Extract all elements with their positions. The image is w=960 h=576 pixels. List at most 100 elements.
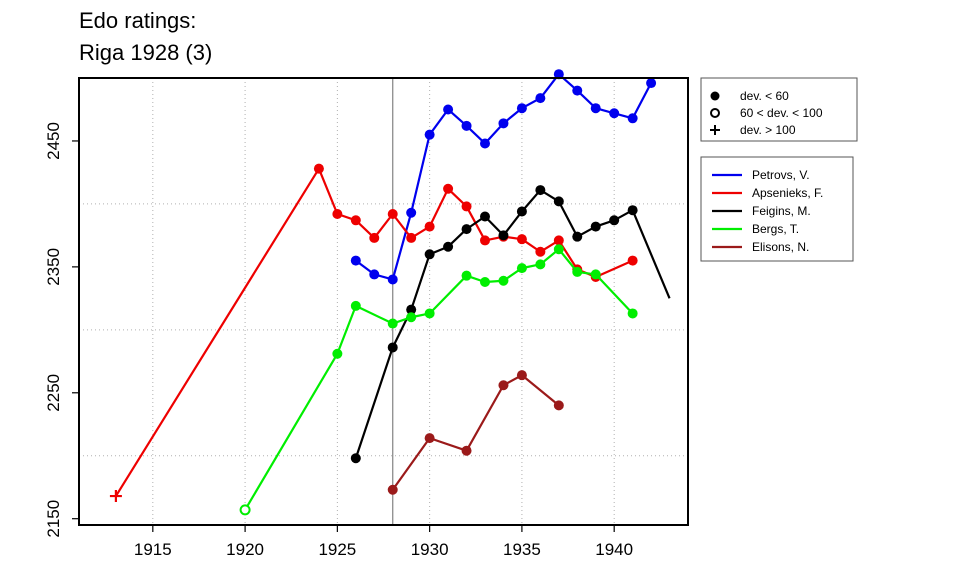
data-point bbox=[387, 274, 398, 285]
marker-legend-box bbox=[700, 77, 858, 142]
data-point bbox=[350, 453, 361, 464]
plot-frame bbox=[78, 77, 689, 526]
series-line bbox=[391, 374, 560, 491]
data-point bbox=[406, 207, 417, 218]
data-point bbox=[553, 196, 564, 207]
data-point bbox=[516, 263, 527, 274]
data-point bbox=[461, 201, 472, 212]
data-point bbox=[572, 231, 583, 242]
data-point bbox=[443, 183, 454, 194]
y-tick-label: 2450 bbox=[44, 122, 63, 160]
series-legend-label: Feigins, M. bbox=[752, 204, 811, 218]
data-point bbox=[461, 445, 472, 456]
data-point bbox=[590, 221, 601, 232]
chart-title-line-2: Riga 1928 (3) bbox=[79, 40, 213, 65]
data-point bbox=[424, 433, 435, 444]
data-point bbox=[350, 215, 361, 226]
data-point bbox=[646, 78, 657, 89]
y-tick-label: 2350 bbox=[44, 248, 63, 286]
data-point bbox=[461, 120, 472, 131]
series-line bbox=[355, 73, 653, 281]
series-legend-label: Bergs, T. bbox=[752, 222, 799, 236]
series-line bbox=[354, 188, 671, 459]
x-tick-label: 1915 bbox=[134, 540, 172, 559]
data-point bbox=[443, 241, 454, 252]
data-point bbox=[350, 300, 361, 311]
data-point bbox=[535, 185, 546, 196]
data-point bbox=[572, 266, 583, 277]
data-point bbox=[369, 269, 380, 280]
data-point bbox=[387, 208, 398, 219]
data-point bbox=[109, 490, 122, 503]
x-tick-label: 1935 bbox=[503, 540, 541, 559]
legend-marker-plus bbox=[710, 125, 720, 135]
data-point bbox=[535, 259, 546, 270]
legend-marker-filled-circle bbox=[710, 91, 720, 101]
data-point bbox=[498, 380, 509, 391]
data-point bbox=[480, 138, 490, 149]
data-point bbox=[627, 205, 638, 216]
y-tick-label: 2250 bbox=[44, 374, 63, 412]
data-point bbox=[461, 270, 472, 281]
series-line bbox=[114, 167, 634, 497]
series-legend-box bbox=[700, 156, 854, 262]
x-tick-label: 1930 bbox=[411, 540, 449, 559]
marker-legend-label: 60 < dev. < 100 bbox=[740, 106, 823, 120]
data-point bbox=[516, 103, 527, 114]
data-point bbox=[406, 304, 417, 315]
data-point bbox=[239, 504, 251, 516]
data-point bbox=[627, 255, 638, 266]
data-point bbox=[572, 85, 583, 96]
data-point bbox=[609, 108, 620, 119]
data-point bbox=[516, 370, 527, 381]
data-point bbox=[350, 255, 361, 266]
data-point bbox=[590, 269, 601, 280]
marker-legend-label: dev. < 60 bbox=[740, 89, 789, 103]
data-point bbox=[627, 113, 638, 124]
data-point bbox=[553, 400, 564, 411]
data-point bbox=[535, 246, 546, 257]
chart-title-line-1: Edo ratings: bbox=[79, 8, 197, 33]
data-point bbox=[498, 230, 509, 241]
data-point bbox=[369, 232, 380, 243]
data-point bbox=[424, 221, 435, 232]
data-point bbox=[498, 275, 509, 286]
data-point bbox=[406, 312, 417, 323]
data-point bbox=[627, 308, 638, 319]
data-point bbox=[609, 215, 620, 226]
data-point bbox=[332, 208, 343, 219]
axes: 1915 1920 1925 1930 1935 1940 2150 2250 2350 2450 bbox=[44, 122, 633, 559]
marker-legend: dev. < 60 60 < dev. < 100 dev. > 100 bbox=[700, 77, 858, 142]
data-point bbox=[590, 103, 601, 114]
data-point bbox=[332, 348, 343, 359]
data-point bbox=[498, 118, 509, 129]
data-point bbox=[553, 69, 564, 80]
x-tick-label: 1920 bbox=[226, 540, 264, 559]
data-point bbox=[516, 234, 527, 245]
data-point bbox=[480, 276, 490, 287]
x-tick-label: 1940 bbox=[595, 540, 633, 559]
data-point bbox=[443, 104, 454, 115]
data-point bbox=[535, 93, 546, 104]
x-tick-label: 1925 bbox=[318, 540, 356, 559]
marker-legend-label: dev. > 100 bbox=[740, 123, 796, 137]
series-group bbox=[109, 69, 671, 516]
data-point bbox=[480, 211, 490, 222]
data-point bbox=[424, 249, 435, 260]
series-legend-label: Elisons, N. bbox=[752, 240, 809, 254]
grid-lines bbox=[79, 77, 688, 525]
data-point bbox=[553, 235, 564, 246]
data-point bbox=[461, 224, 472, 235]
series-legend-label: Apsenieks, F. bbox=[752, 186, 823, 200]
data-point bbox=[406, 232, 417, 243]
data-point bbox=[553, 244, 564, 255]
data-point bbox=[387, 484, 398, 495]
y-tick-label: 2150 bbox=[44, 500, 63, 538]
data-point bbox=[313, 163, 324, 174]
legend-marker-open-circle bbox=[710, 108, 720, 118]
series-legend: Petrovs, V. Apsenieks, F. Feigins, M. Bergs… bbox=[700, 156, 854, 262]
series-legend-label: Petrovs, V. bbox=[752, 168, 810, 182]
data-point bbox=[424, 308, 435, 319]
data-point bbox=[480, 235, 490, 246]
